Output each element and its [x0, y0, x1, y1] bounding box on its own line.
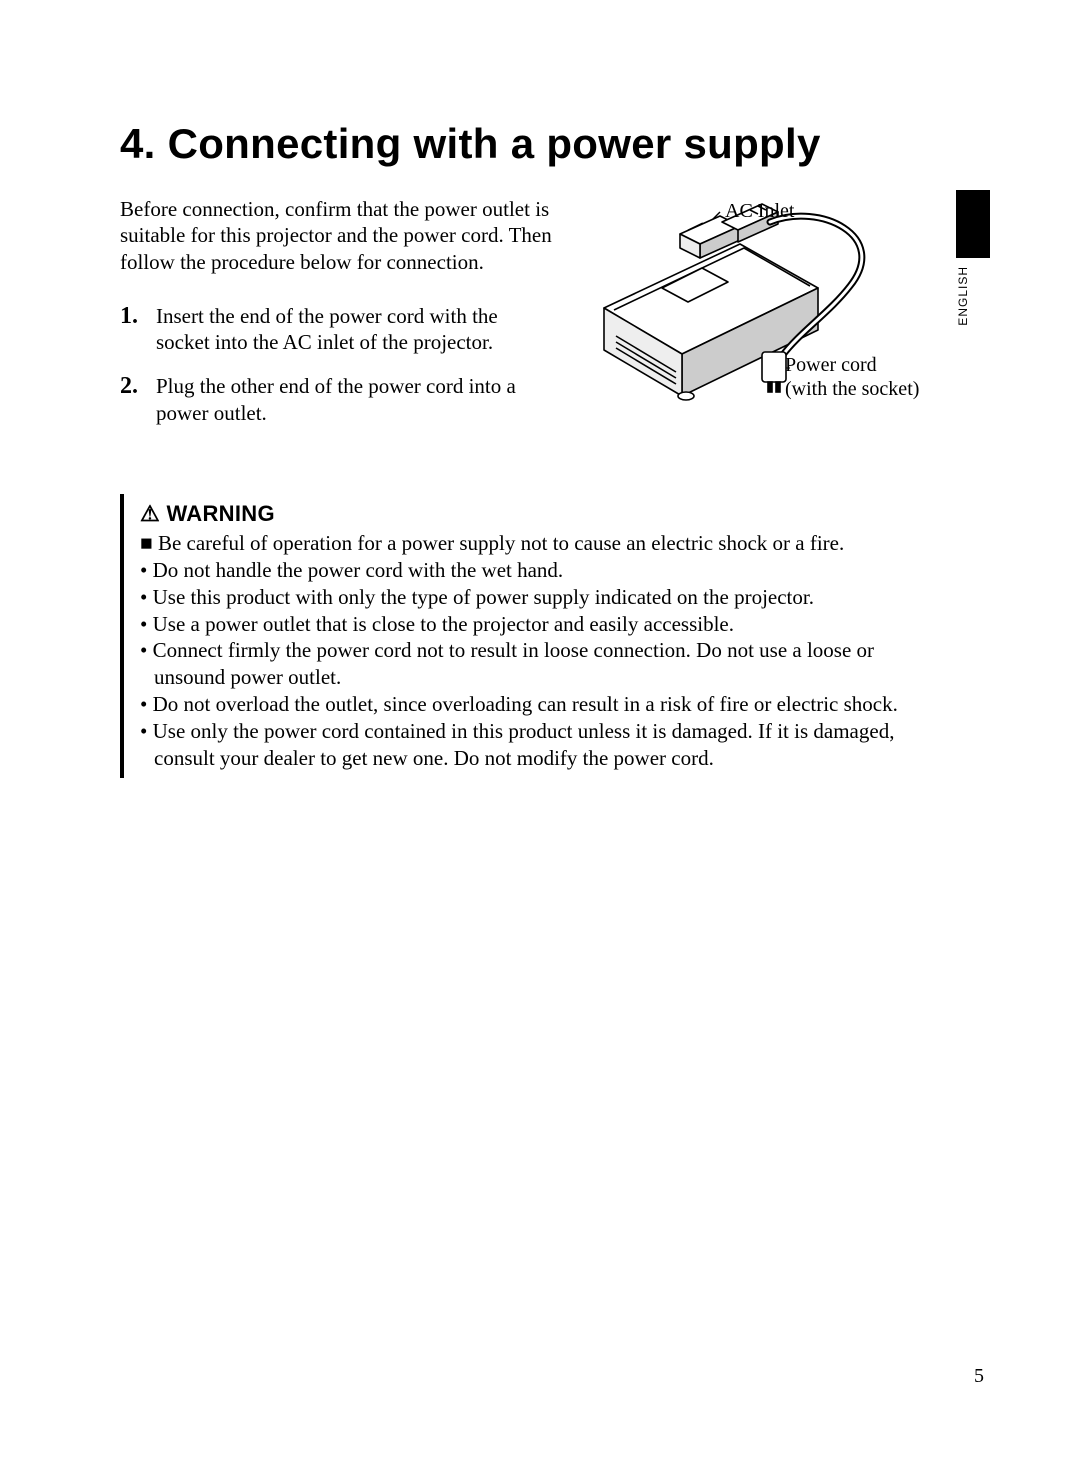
- bullet-dot-icon: •: [140, 585, 147, 609]
- bullet-dot-icon: •: [140, 638, 147, 662]
- warning-lead-text: Be careful of operation for a power supp…: [158, 531, 844, 555]
- bullet-square-icon: ■: [140, 531, 153, 555]
- step-item: 1. Insert the end of the power cord with…: [120, 303, 560, 356]
- warning-heading: ⚠ WARNING: [140, 500, 900, 528]
- step-item: 2. Plug the other end of the power cord …: [120, 373, 560, 426]
- warning-item: • Do not overload the outlet, since over…: [140, 691, 900, 718]
- warning-list: • Do not handle the power cord with the …: [140, 557, 900, 772]
- step-text: Plug the other end of the power cord int…: [156, 373, 536, 426]
- warning-item: • Use a power outlet that is close to th…: [140, 611, 900, 638]
- section-title: 4. Connecting with a power supply: [120, 120, 990, 168]
- power-cord-sublabel: (with the socket): [785, 378, 919, 401]
- intro-text: Before connection, confirm that the powe…: [120, 196, 560, 275]
- step-list: 1. Insert the end of the power cord with…: [120, 303, 560, 426]
- warning-box: ⚠ WARNING ■ Be careful of operation for …: [120, 494, 912, 778]
- intro-and-steps: Before connection, confirm that the powe…: [120, 196, 560, 444]
- warning-heading-text: WARNING: [166, 501, 274, 526]
- page-number: 5: [974, 1365, 984, 1388]
- figure-area: AC Inlet Power cord (with the socket): [590, 196, 990, 406]
- warning-icon: ⚠: [140, 501, 166, 526]
- step-text: Insert the end of the power cord with th…: [156, 303, 536, 356]
- warning-item: • Connect firmly the power cord not to r…: [140, 637, 900, 691]
- warning-item-text: Connect firmly the power cord not to res…: [153, 638, 874, 689]
- warning-item-text: Use a power outlet that is close to the …: [153, 612, 734, 636]
- warning-lead: ■ Be careful of operation for a power su…: [140, 530, 900, 557]
- ac-inlet-label: AC Inlet: [725, 200, 794, 223]
- bullet-dot-icon: •: [140, 558, 147, 582]
- manual-page: 4. Connecting with a power supply Before…: [0, 0, 1080, 1464]
- warning-item-text: Use only the power cord contained in thi…: [153, 719, 895, 770]
- language-label: ENGLISH: [956, 266, 990, 326]
- bullet-dot-icon: •: [140, 692, 147, 716]
- step-number: 2.: [120, 373, 156, 400]
- side-tab-marker: [956, 190, 990, 258]
- warning-item-text: Do not overload the outlet, since overlo…: [153, 692, 898, 716]
- warning-item: • Use this product with only the type of…: [140, 584, 900, 611]
- warning-item-text: Do not handle the power cord with the we…: [153, 558, 564, 582]
- step-number: 1.: [120, 303, 156, 330]
- warning-item: • Use only the power cord contained in t…: [140, 718, 900, 772]
- warning-item-text: Use this product with only the type of p…: [153, 585, 814, 609]
- language-tab: ENGLISH: [956, 190, 990, 320]
- intro-row: Before connection, confirm that the powe…: [120, 196, 990, 444]
- warning-item: • Do not handle the power cord with the …: [140, 557, 900, 584]
- bullet-dot-icon: •: [140, 719, 147, 743]
- power-cord-label: Power cord: [785, 354, 877, 377]
- bullet-dot-icon: •: [140, 612, 147, 636]
